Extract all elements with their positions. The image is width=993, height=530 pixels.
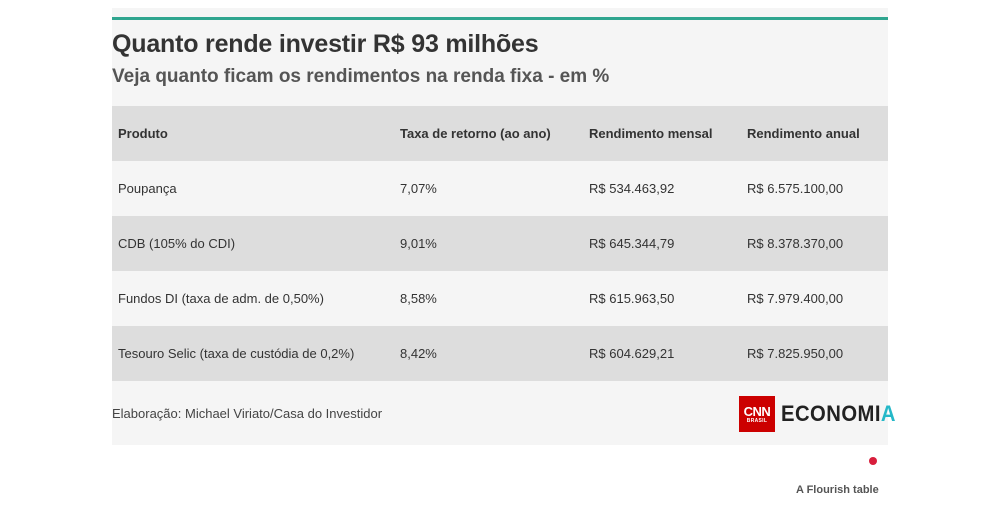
cell-produto: Fundos DI (taxa de adm. de 0,50%)	[112, 271, 394, 326]
cell-taxa: 9,01%	[394, 216, 583, 271]
economia-wordmark: ECONOMIA	[781, 401, 896, 427]
cnn-logo-text: CNN	[743, 403, 771, 419]
cnn-logo-icon: CNN BRASIL	[739, 396, 775, 432]
accent-line	[112, 17, 888, 20]
flourish-credit-link[interactable]: A Flourish table	[796, 484, 879, 496]
cell-taxa: 8,58%	[394, 271, 583, 326]
cnn-logo-subtext: BRASIL	[746, 417, 768, 424]
economia-wordmark-accent: A	[880, 401, 897, 426]
flourish-icon[interactable]	[869, 457, 877, 465]
cell-rendimento-mensal: R$ 604.629,21	[583, 326, 741, 381]
page-subtitle: Veja quanto ficam os rendimentos na rend…	[112, 66, 610, 87]
column-header-taxa[interactable]: Taxa de retorno (ao ano)	[394, 106, 583, 161]
table-header-row: Produto Taxa de retorno (ao ano) Rendime…	[112, 106, 888, 161]
cell-rendimento-anual: R$ 8.378.370,00	[741, 216, 888, 271]
cell-rendimento-anual: R$ 7.825.950,00	[741, 326, 888, 381]
table-row: CDB (105% do CDI) 9,01% R$ 645.344,79 R$…	[112, 216, 888, 271]
cell-rendimento-anual: R$ 6.575.100,00	[741, 161, 888, 216]
cell-rendimento-anual: R$ 7.979.400,00	[741, 271, 888, 326]
cell-produto: Poupança	[112, 161, 394, 216]
cnn-brasil-economia-logo[interactable]: CNN BRASIL ECONOMIA	[739, 396, 906, 432]
column-header-rendimento-anual[interactable]: Rendimento anual	[741, 106, 888, 161]
cell-taxa: 7,07%	[394, 161, 583, 216]
page-title: Quanto rende investir R$ 93 milhões	[112, 30, 539, 58]
cell-produto: Tesouro Selic (taxa de custódia de 0,2%)	[112, 326, 394, 381]
table-row: Fundos DI (taxa de adm. de 0,50%) 8,58% …	[112, 271, 888, 326]
economia-wordmark-main: ECONOMI	[781, 401, 881, 426]
cell-taxa: 8,42%	[394, 326, 583, 381]
cell-produto: CDB (105% do CDI)	[112, 216, 394, 271]
data-table: Produto Taxa de retorno (ao ano) Rendime…	[112, 106, 888, 381]
cell-rendimento-mensal: R$ 645.344,79	[583, 216, 741, 271]
table-row: Poupança 7,07% R$ 534.463,92 R$ 6.575.10…	[112, 161, 888, 216]
cell-rendimento-mensal: R$ 615.963,50	[583, 271, 741, 326]
source-note: Elaboração: Michael Viriato/Casa do Inve…	[112, 406, 383, 421]
column-header-produto[interactable]: Produto	[112, 106, 394, 161]
column-header-rendimento-mensal[interactable]: Rendimento mensal	[583, 106, 741, 161]
cell-rendimento-mensal: R$ 534.463,92	[583, 161, 741, 216]
table-row: Tesouro Selic (taxa de custódia de 0,2%)…	[112, 326, 888, 381]
